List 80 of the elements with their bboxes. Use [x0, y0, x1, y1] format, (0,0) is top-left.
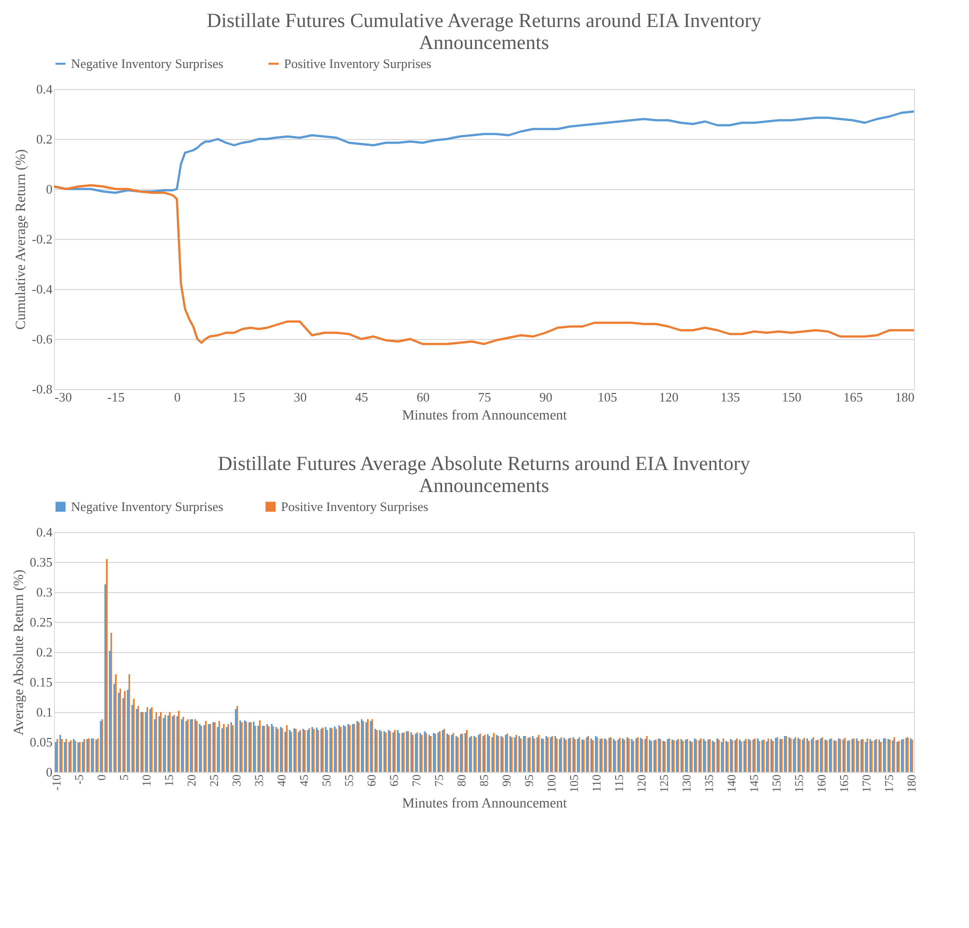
legend-label: Negative Inventory Surprises	[71, 498, 224, 514]
x-tick-label: 135	[702, 774, 716, 792]
y-tick-label: 0.2	[36, 132, 52, 146]
x-tick-label: 45	[355, 390, 368, 404]
x-tick-label: 35	[252, 774, 266, 786]
x-tick-label: 60	[416, 390, 430, 404]
x-tick-label: 15	[162, 774, 176, 786]
x-tick-label: 145	[747, 774, 762, 792]
x-tick-label: 40	[274, 774, 288, 786]
x-tick-label: 95	[522, 774, 536, 786]
x-axis-title: Minutes from Announcement	[402, 408, 568, 424]
x-tick-label: 135	[720, 390, 740, 404]
x-tick-label: 5	[116, 774, 131, 780]
x-tick-label: 45	[296, 774, 311, 786]
x-tick-label: 85	[477, 774, 491, 786]
y-tick-label: 0.4	[36, 524, 53, 540]
x-tick-label: 100	[544, 774, 559, 792]
x-tick-label: 75	[478, 390, 491, 404]
x-tick-label: 175	[882, 774, 896, 792]
y-tick-label: 0.2	[36, 644, 52, 660]
x-tick-label: 90	[539, 390, 552, 404]
x-tick-label: 150	[770, 774, 784, 792]
x-tick-label: 180	[904, 774, 919, 792]
x-tick-label: 30	[229, 774, 244, 786]
x-tick-label: 110	[590, 774, 604, 792]
y-tick-label: 0	[46, 182, 52, 196]
line-series	[54, 184, 914, 346]
x-tick-label: 160	[814, 774, 829, 792]
x-tick-label: 55	[342, 774, 356, 786]
x-tick-label: 170	[860, 774, 874, 792]
x-tick-label: 0	[174, 390, 181, 404]
x-tick-label: 130	[680, 774, 694, 792]
x-tick-label: -10	[49, 774, 64, 790]
x-tick-label: 165	[843, 390, 863, 404]
x-tick-label: 120	[659, 390, 679, 404]
x-tick-label: 115	[612, 774, 626, 792]
y-tick-label: 0.1	[36, 704, 52, 720]
y-tick-label: 0.3	[36, 584, 52, 600]
y-tick-label: 0.05	[30, 734, 52, 750]
x-tick-label: 75	[432, 774, 446, 786]
x-tick-label: -30	[54, 390, 72, 404]
chart-title: Distillate Futures Cumulative Average Returns around EIA Inventory Announcements	[206, 10, 762, 54]
legend-label: Positive Inventory Surprises	[284, 56, 432, 71]
y-tick-label: -0.4	[32, 282, 53, 296]
x-tick-label: 120	[634, 774, 649, 792]
x-tick-label: 105	[598, 390, 618, 404]
x-tick-label: 90	[500, 774, 514, 786]
y-tick-label: -0.8	[32, 382, 52, 396]
x-tick-label: 0	[94, 774, 108, 780]
x-tick-label: 10	[139, 774, 154, 786]
x-tick-label: 30	[294, 390, 307, 404]
y-tick-label: -0.6	[32, 332, 53, 346]
x-tick-label: 105	[567, 774, 582, 792]
y-tick-label: 0.15	[30, 674, 52, 690]
y-axis-title: Cumulative Average Return (%)	[14, 148, 29, 330]
x-tick-label: 20	[184, 774, 198, 786]
legend-label: Negative Inventory Surprises	[71, 56, 224, 71]
x-tick-label: -15	[107, 390, 125, 404]
x-tick-label: 70	[409, 774, 424, 786]
x-axis-title: Minutes from Announcement	[402, 796, 568, 812]
x-tick-label: -5	[72, 774, 86, 784]
chart-title: Distillate Futures Average Absolute Returns around EIA Inventory Announcements	[218, 453, 750, 497]
y-tick-label: 0.4	[36, 82, 53, 96]
x-tick-label: 165	[837, 774, 852, 792]
x-tick-label: 15	[232, 390, 246, 404]
x-tick-label: 50	[319, 774, 334, 786]
y-tick-label: -0.2	[32, 232, 52, 246]
x-tick-label: 125	[657, 774, 672, 792]
x-tick-label: 60	[364, 774, 378, 786]
y-tick-label: 0.35	[30, 554, 52, 570]
x-tick-label: 150	[782, 390, 802, 404]
legend-label: Positive Inventory Surprises	[281, 498, 428, 514]
x-tick-label: 65	[386, 774, 401, 786]
x-tick-label: 25	[206, 774, 221, 786]
y-axis-title: Average Absolute Return (%)	[12, 569, 27, 736]
x-tick-label: 80	[454, 774, 468, 786]
x-tick-label: 155	[792, 774, 806, 792]
x-tick-label: 180	[895, 390, 914, 404]
x-tick-label: 140	[724, 774, 739, 792]
y-tick-label: 0.25	[30, 614, 52, 630]
